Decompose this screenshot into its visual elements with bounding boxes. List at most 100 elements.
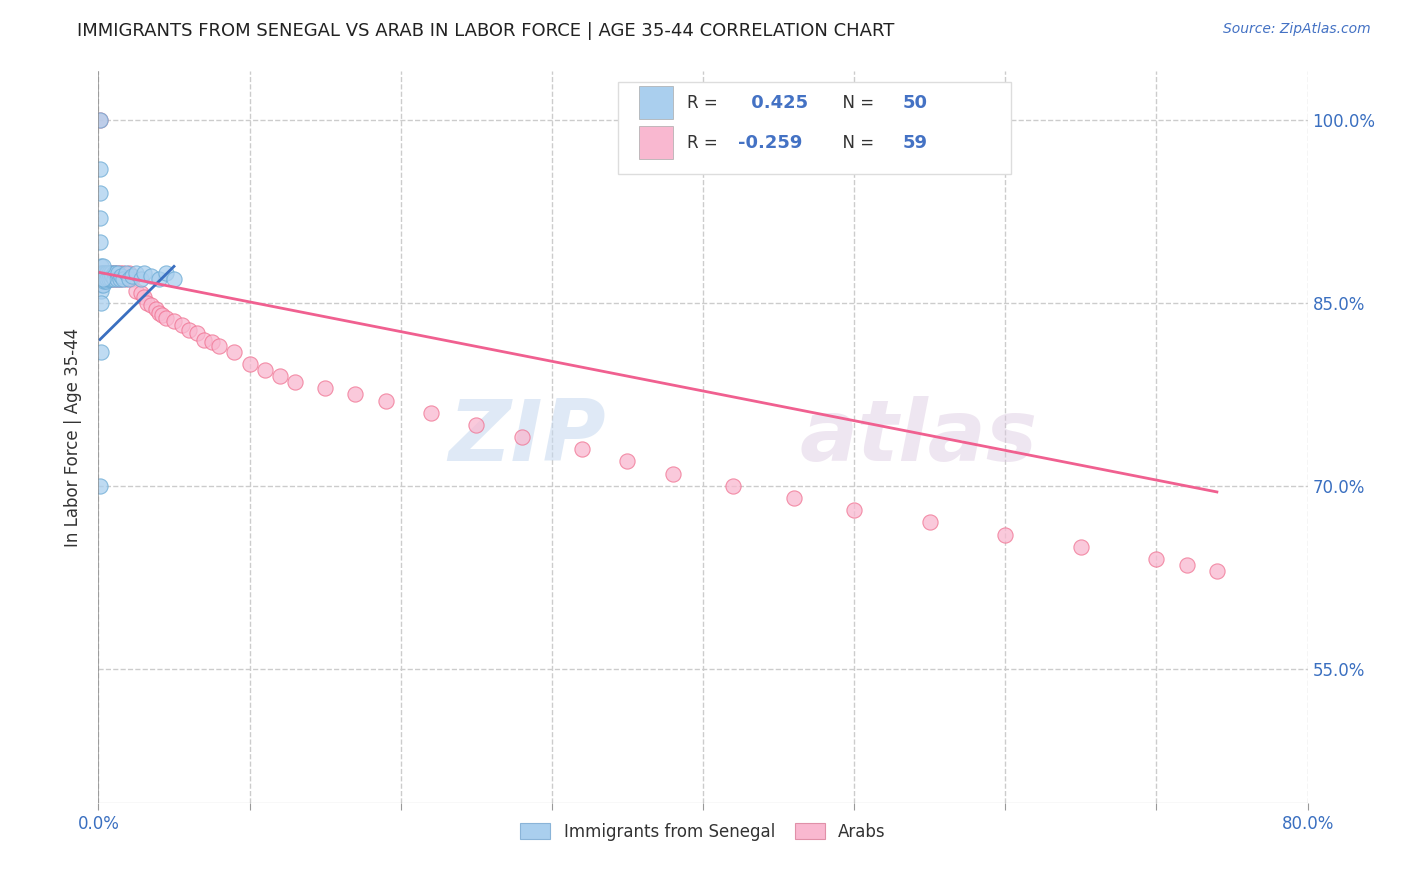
Point — [129, 286, 152, 301]
Point — [98, 265, 121, 279]
Point — [170, 318, 193, 332]
Point — [1206, 564, 1229, 578]
Point — [201, 334, 224, 349]
Point — [104, 271, 127, 285]
Point — [91, 277, 114, 292]
Bar — [638, 86, 673, 119]
Point — [661, 467, 683, 481]
Point — [89, 161, 111, 176]
Point — [105, 271, 128, 285]
Point — [90, 265, 112, 279]
Point — [90, 344, 112, 359]
Point — [994, 527, 1017, 541]
Text: N =: N = — [832, 134, 880, 152]
Point — [93, 265, 115, 279]
Point — [104, 265, 127, 279]
Point — [163, 271, 186, 285]
Text: 59: 59 — [903, 134, 928, 152]
Text: Source: ZipAtlas.com: Source: ZipAtlas.com — [1223, 22, 1371, 37]
Point — [96, 265, 118, 279]
Text: -0.259: -0.259 — [738, 134, 803, 152]
Point — [135, 296, 157, 310]
Point — [179, 323, 201, 337]
Text: 0.425: 0.425 — [745, 94, 808, 112]
Y-axis label: In Labor Force | Age 35-44: In Labor Force | Age 35-44 — [65, 327, 83, 547]
Point — [103, 271, 125, 285]
Point — [783, 491, 806, 505]
Point — [141, 269, 163, 284]
Point — [118, 265, 141, 279]
Point — [90, 265, 112, 279]
Point — [314, 381, 336, 395]
Point — [100, 271, 122, 285]
Point — [118, 271, 141, 285]
Point — [91, 271, 114, 285]
Legend: Immigrants from Senegal, Arabs: Immigrants from Senegal, Arabs — [512, 814, 894, 849]
Point — [103, 265, 125, 279]
Text: IMMIGRANTS FROM SENEGAL VS ARAB IN LABOR FORCE | AGE 35-44 CORRELATION CHART: IMMIGRANTS FROM SENEGAL VS ARAB IN LABOR… — [77, 22, 894, 40]
Point — [150, 308, 173, 322]
Bar — [638, 126, 673, 159]
Point — [155, 265, 177, 279]
Point — [132, 265, 155, 279]
Point — [239, 357, 262, 371]
Point — [93, 265, 115, 279]
Point — [1175, 558, 1198, 573]
Point — [110, 269, 132, 284]
Point — [101, 271, 124, 285]
Point — [344, 387, 367, 401]
Point — [571, 442, 593, 457]
Point — [125, 265, 148, 279]
Point — [155, 310, 177, 325]
Point — [163, 314, 186, 328]
Point — [1144, 552, 1167, 566]
Point — [269, 369, 291, 384]
Text: N =: N = — [832, 94, 880, 112]
Point — [208, 339, 231, 353]
Text: R =: R = — [688, 94, 723, 112]
Point — [616, 454, 638, 468]
Point — [420, 406, 443, 420]
Point — [91, 274, 114, 288]
Point — [91, 265, 114, 279]
Point — [90, 277, 112, 292]
Point — [114, 265, 136, 279]
Text: ZIP: ZIP — [449, 395, 606, 479]
Point — [94, 271, 117, 285]
Point — [94, 271, 117, 285]
Point — [103, 265, 125, 279]
Point — [89, 113, 111, 128]
Point — [186, 326, 208, 341]
Point — [253, 363, 276, 377]
Point — [510, 430, 533, 444]
Text: atlas: atlas — [800, 395, 1038, 479]
Point — [374, 393, 396, 408]
Point — [91, 260, 114, 274]
Point — [141, 298, 163, 312]
Point — [98, 271, 121, 285]
Point — [94, 274, 117, 288]
Point — [111, 271, 134, 285]
Point — [94, 265, 117, 279]
Point — [91, 269, 114, 284]
Point — [111, 265, 134, 279]
Point — [96, 271, 118, 285]
Point — [465, 417, 488, 432]
Point — [90, 284, 112, 298]
Point — [193, 333, 215, 347]
Point — [89, 265, 111, 279]
Point — [90, 260, 112, 274]
Point — [224, 344, 246, 359]
Point — [107, 265, 129, 279]
Point — [96, 265, 118, 279]
Text: 50: 50 — [903, 94, 928, 112]
Point — [101, 269, 124, 284]
Point — [844, 503, 866, 517]
Point — [90, 271, 112, 285]
Point — [108, 265, 131, 279]
Text: R =: R = — [688, 134, 723, 152]
Point — [284, 376, 307, 390]
Point — [89, 113, 111, 128]
Point — [121, 269, 143, 284]
Point — [89, 479, 111, 493]
